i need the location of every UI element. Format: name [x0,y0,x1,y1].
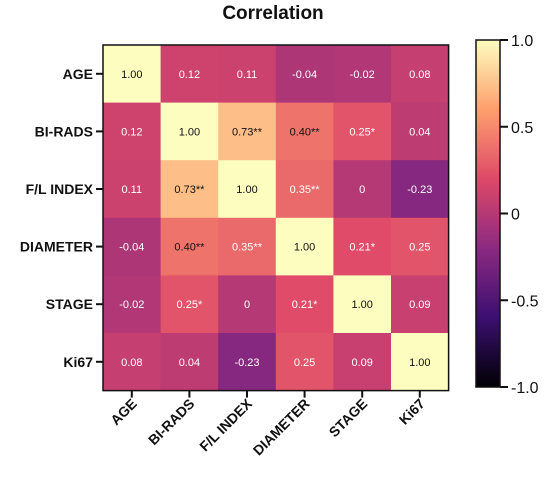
cell-value-label: 0.21* [349,242,375,254]
heatmap-cell [103,217,162,276]
heatmap-cell [275,275,334,334]
heatmap-cell [391,160,450,219]
column-label: STAGE [326,395,371,440]
cell-value-label: 0.35** [232,242,263,254]
heatmap-cell [103,160,162,219]
heatmap-cell [160,102,219,161]
heatmap-cell [160,333,219,392]
cell-value-label: 1.00 [409,357,430,369]
heatmap-cell [333,45,392,104]
colorbar-tick-label: -1.0 [511,380,539,397]
row-label: STAGE [46,296,93,312]
cell-value-label: 0.21* [292,299,318,311]
cell-value-label: 0.25 [409,242,430,254]
colorbar: 1.0 0.5 0 -0.5 -1.0 [475,33,539,397]
heatmap-cell [333,275,392,334]
cell-value-label: 0.73** [232,126,263,138]
row-label: DIAMETER [20,239,93,255]
cell-value-label: 1.00 [179,126,200,138]
cell-value-label: 0.11 [122,184,143,196]
cell-value-label: -0.04 [119,242,144,254]
heatmap-cell [160,45,219,104]
cell-value-label: 0.08 [121,357,142,369]
heatmap-cell [333,217,392,276]
heatmap-cell [275,160,334,219]
cell-value-label: 0.73** [174,184,205,196]
cell-value-label: 1.00 [121,69,142,81]
cell-value-label: 0 [244,299,250,311]
cell-value-label: 0.35** [290,184,321,196]
heatmap-cell [391,333,450,392]
heatmap-cell [103,45,162,104]
cell-value-label: 0.25* [177,299,203,311]
cell-value-label: -0.23 [234,357,259,369]
chart-title: Correlation [222,3,323,24]
colorbar-tick-label: 0.5 [511,120,533,137]
heatmap-grid: 1.00 0.12 0.11 -0.04 -0.02 0.08 0.12 1.00 0.73**… [102,44,450,392]
heatmap-cell [218,102,277,161]
heatmap-cell [275,102,334,161]
column-label: F/L INDEX [196,395,255,454]
cell-value-label: 1.00 [351,299,372,311]
heatmap-cell [218,45,277,104]
heatmap-cell [218,333,277,392]
cell-value-label: -0.23 [407,184,432,196]
cell-value-label: 1.00 [236,184,257,196]
colorbar-tick-label: -0.5 [511,293,539,310]
heatmap-cell [391,217,450,276]
cell-value-label: 0.04 [179,357,200,369]
cell-value-label: 0.40** [290,126,321,138]
row-label: AGE [63,66,93,82]
colorbar-gradient [475,39,501,388]
heatmap-frame [102,44,450,392]
heatmap-cell [333,333,392,392]
cell-value-label: -0.04 [292,69,317,81]
row-labels: AGE BI-RADS F/L INDEX DIAMETER STAGE Ki67 [20,66,103,370]
heatmap-cell [160,217,219,276]
heatmap-cell [391,45,450,104]
heatmap-cell [160,275,219,334]
heatmap-cell [160,160,219,219]
column-label: AGE [107,395,140,428]
cell-value-label: -0.02 [350,69,375,81]
heatmap-cell [218,160,277,219]
cell-value-label: 0.40** [174,242,205,254]
heatmap-cell [333,102,392,161]
cell-value-label: 0.04 [409,126,430,138]
column-label: BI-RADS [145,395,198,448]
cell-value-label: 0.25 [294,357,315,369]
heatmap-cell [275,45,334,104]
cell-value-label: 0.12 [179,69,200,81]
cell-value-label: 0.09 [409,299,430,311]
cell-value-label: -0.02 [119,299,144,311]
heatmap-cell [103,333,162,392]
heatmap-cell [333,160,392,219]
row-label: F/L INDEX [26,181,94,197]
column-label: DIAMETER [250,395,313,458]
cell-value-label: 0.12 [121,126,142,138]
colorbar-tick-label: 1.0 [511,33,533,50]
cell-value-label: 0 [359,184,365,196]
heatmap-cell [103,275,162,334]
heatmap-cell [103,102,162,161]
row-label: Ki67 [63,354,93,370]
cell-value-label: 0.25* [349,126,375,138]
heatmap-cell [391,102,450,161]
heatmap-cell [275,217,334,276]
cell-value-label: 0.09 [351,357,372,369]
heatmap-cell [275,333,334,392]
column-label: Ki67 [396,395,428,427]
heatmap-cell [218,275,277,334]
heatmap-cell [218,217,277,276]
cell-value-label: 0.08 [409,69,430,81]
colorbar-tick-label: 0 [511,207,520,224]
cell-value-label: 0.11 [237,69,258,81]
cell-value-label: 1.00 [294,242,315,254]
heatmap-cell [391,275,450,334]
row-label: BI-RADS [35,123,93,139]
